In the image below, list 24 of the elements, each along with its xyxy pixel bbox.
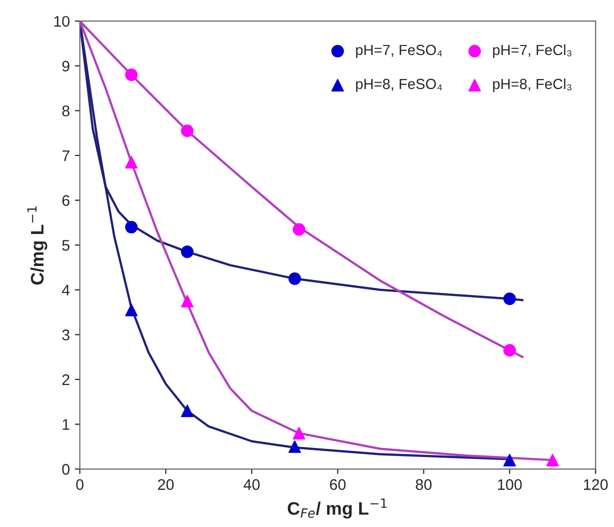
y-tick-label: 1 <box>62 419 70 430</box>
y-tick-label: 5 <box>62 240 70 251</box>
y-tick-label: 2 <box>62 374 70 385</box>
x-axis-title: C$_{Fe}$/ mg L$^{−1}$ <box>288 498 387 518</box>
x-tick-label: 80 <box>416 479 432 490</box>
legend-label: pH=8, FeSO₄ <box>356 78 442 92</box>
y-tick-label: 6 <box>62 195 70 206</box>
y-tick-label: 9 <box>62 60 70 72</box>
legend-label: pH=7, FeSO₄ <box>356 44 442 58</box>
x-tick-label: 0 <box>76 479 84 490</box>
x-tick-label: 120 <box>584 479 608 490</box>
x-tick-label: 20 <box>158 479 174 490</box>
x-tick-label: 100 <box>498 479 522 490</box>
y-tick-label: 10 <box>54 16 70 27</box>
y-tick-label: 8 <box>62 106 70 116</box>
x-tick-label: 40 <box>244 479 260 490</box>
y-tick-label: 7 <box>62 150 70 161</box>
y-tick-label: 0 <box>62 464 70 475</box>
y-tick-label: 4 <box>62 284 70 296</box>
legend-label: pH=7, FeCl₃ <box>493 44 572 58</box>
legend-label: pH=8, FeCl₃ <box>493 78 572 92</box>
y-tick-label: 3 <box>62 330 70 340</box>
y-axis-title: C/mg L$^{−1}$ <box>27 206 48 285</box>
x-tick-label: 60 <box>330 479 346 490</box>
